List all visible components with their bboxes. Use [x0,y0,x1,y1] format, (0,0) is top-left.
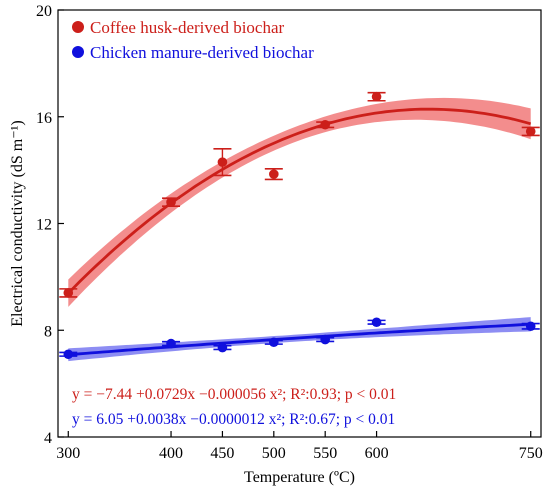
x-tick-label-500: 500 [262,445,286,462]
legend-label-coffee: Coffee husk-derived biochar [90,18,285,37]
point-chicken-500 [269,337,279,348]
fit-equation-coffee: y = −7.44 +0.0729x −0.000056 x²; R²:0.93… [72,386,396,403]
legend: Coffee husk-derived biochar Chicken manu… [72,18,314,62]
point-coffee-450 [217,157,228,167]
x-tick-label-550: 550 [313,445,337,462]
x-tick-label-300: 300 [56,445,80,462]
fit-curves [67,107,532,357]
x-tick-label-400: 400 [159,445,183,462]
point-coffee-550 [320,119,330,130]
y-tick-label-16: 16 [36,110,52,127]
plot-frame [57,9,542,438]
point-chicken-750 [525,321,536,332]
fit-curve-chicken [68,322,531,357]
point-chicken-550 [320,334,330,345]
y-tick-label-8: 8 [44,323,52,340]
legend-marker-coffee [72,21,84,33]
point-chicken-600 [371,317,382,328]
x-tick-label-750: 750 [519,445,543,462]
legend-marker-chicken [72,46,84,58]
y-tick-label-20: 20 [36,3,52,20]
point-coffee-400 [166,197,176,207]
y-tick-label-12: 12 [36,217,52,234]
point-coffee-500 [269,169,279,179]
x-tick-label-450: 450 [210,445,234,462]
band-coffee [68,97,531,307]
point-coffee-750 [525,126,536,137]
data-points [63,91,536,360]
fit-curve-coffee [67,107,532,295]
x-axis-label: Temperature (ºC) [244,469,355,486]
axis-ticks: 300 400 450 500 550 600 750 4 8 12 16 20 [36,3,543,462]
legend-label-chicken: Chicken manure-derived biochar [90,43,314,62]
point-coffee-300 [63,288,74,298]
fit-equation-chicken: y = 6.05 +0.0038x −0.0000012 x²; R²:0.67… [72,411,395,428]
point-chicken-300 [63,349,74,360]
point-coffee-600 [371,91,382,102]
y-axis-label: Electrical conductivity (dS m⁻¹) [9,120,26,327]
y-tick-label-4: 4 [44,430,52,447]
point-chicken-400 [166,338,176,349]
x-tick-label-600: 600 [365,445,389,462]
point-chicken-450 [217,342,228,353]
